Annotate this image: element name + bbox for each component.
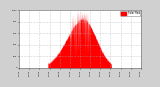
Legend: Solar Rad: Solar Rad	[120, 11, 140, 16]
